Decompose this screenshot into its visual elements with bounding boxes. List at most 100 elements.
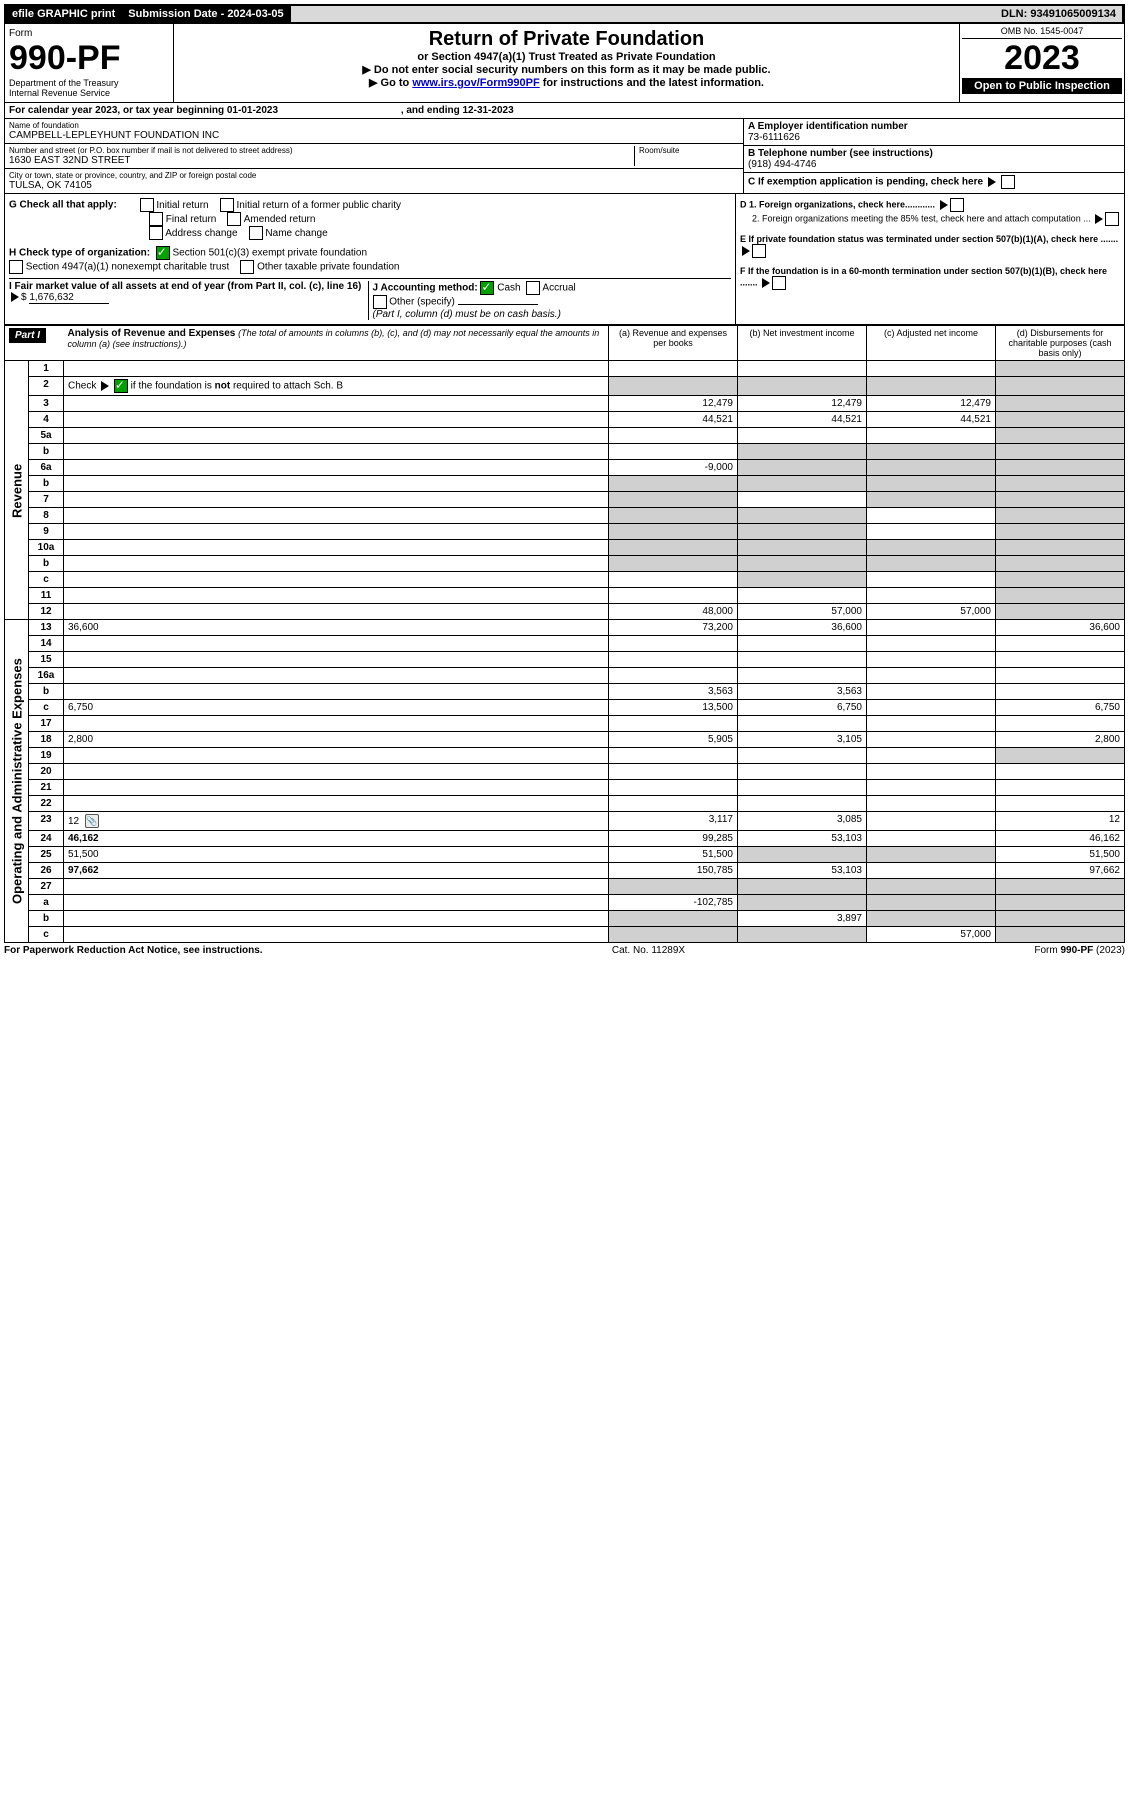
cell-c xyxy=(867,796,996,812)
g-former-checkbox[interactable] xyxy=(220,198,234,212)
line-desc xyxy=(64,604,609,620)
j-other: Other (specify) xyxy=(389,297,455,308)
j-other-checkbox[interactable] xyxy=(373,295,387,309)
table-row: 19 xyxy=(5,748,1125,764)
d2-row: 2. Foreign organizations meeting the 85%… xyxy=(740,212,1120,226)
cell-d xyxy=(996,716,1125,732)
efile-label: efile GRAPHIC print xyxy=(6,6,122,22)
j-block: J Accounting method: Cash Accrual Other … xyxy=(368,281,732,320)
table-row: 2Check if the foundation is not required… xyxy=(5,377,1125,396)
period-mid: , and ending xyxy=(401,105,463,116)
form-word: Form xyxy=(9,28,169,39)
revenue-side-label: Revenue xyxy=(5,361,29,620)
line-number: 14 xyxy=(29,636,64,652)
d2-checkbox[interactable] xyxy=(1105,212,1119,226)
f-row: F If the foundation is in a 60-month ter… xyxy=(740,266,1120,290)
table-row: b3,897 xyxy=(5,911,1125,927)
attachment-icon[interactable]: 📎 xyxy=(85,814,99,828)
c-checkbox[interactable] xyxy=(1001,175,1015,189)
dln: DLN: 93491065009134 xyxy=(995,6,1123,22)
cell-c xyxy=(867,716,996,732)
cell-c xyxy=(867,652,996,668)
g-name-checkbox[interactable] xyxy=(249,226,263,240)
cell-b xyxy=(738,556,867,572)
period-prefix: For calendar year 2023, or tax year begi… xyxy=(9,105,227,116)
line-desc xyxy=(64,927,609,943)
g-address-checkbox[interactable] xyxy=(149,226,163,240)
line-number: 2 xyxy=(29,377,64,396)
cell-b xyxy=(738,444,867,460)
cell-a xyxy=(609,476,738,492)
cell-c xyxy=(867,377,996,396)
room-label: Room/suite xyxy=(635,146,739,166)
cell-a xyxy=(609,716,738,732)
cell-c xyxy=(867,879,996,895)
j-cash-checkbox[interactable] xyxy=(480,281,494,295)
name-label: Name of foundation xyxy=(9,121,739,130)
irs-link[interactable]: www.irs.gov/Form990PF xyxy=(412,77,539,89)
g-opt-4: Amended return xyxy=(244,214,316,225)
h-501c3-checkbox[interactable] xyxy=(156,246,170,260)
cell-a xyxy=(609,668,738,684)
g-final-checkbox[interactable] xyxy=(149,212,163,226)
j-accrual: Accrual xyxy=(542,283,575,294)
e-checkbox[interactable] xyxy=(752,244,766,258)
col-c-header: (c) Adjusted net income xyxy=(867,326,996,361)
cell-b xyxy=(738,361,867,377)
cell-b xyxy=(738,524,867,540)
j-accrual-checkbox[interactable] xyxy=(526,281,540,295)
line-number: a xyxy=(29,895,64,911)
line-number: 11 xyxy=(29,588,64,604)
cell-d xyxy=(996,412,1125,428)
cell-a xyxy=(609,377,738,396)
d2-label: 2. Foreign organizations meeting the 85%… xyxy=(752,213,1091,223)
table-row: b xyxy=(5,444,1125,460)
table-row: 2312 📎3,1173,08512 xyxy=(5,812,1125,831)
line-number: 4 xyxy=(29,412,64,428)
table-row: Operating and Administrative Expenses133… xyxy=(5,620,1125,636)
cell-a xyxy=(609,796,738,812)
line-desc xyxy=(64,895,609,911)
d1-row: D 1. Foreign organizations, check here..… xyxy=(740,198,1120,212)
cell-c xyxy=(867,492,996,508)
h-4947-checkbox[interactable] xyxy=(9,260,23,274)
d1-checkbox[interactable] xyxy=(950,198,964,212)
schb-checkbox[interactable] xyxy=(114,379,128,393)
line-desc xyxy=(64,396,609,412)
cell-c xyxy=(867,524,996,540)
cell-c xyxy=(867,444,996,460)
cell-c xyxy=(867,620,996,636)
h-other-checkbox[interactable] xyxy=(240,260,254,274)
cell-a: 12,479 xyxy=(609,396,738,412)
cell-b: 3,105 xyxy=(738,732,867,748)
cell-a: 5,905 xyxy=(609,732,738,748)
table-row: 10a xyxy=(5,540,1125,556)
table-row: 9 xyxy=(5,524,1125,540)
part1-title: Analysis of Revenue and Expenses xyxy=(68,328,236,339)
cell-d xyxy=(996,668,1125,684)
form-note-2: ▶ Go to www.irs.gov/Form990PF for instru… xyxy=(178,76,955,89)
expenses-side-label: Operating and Administrative Expenses xyxy=(5,620,29,943)
table-row: 1248,00057,00057,000 xyxy=(5,604,1125,620)
f-checkbox[interactable] xyxy=(772,276,786,290)
table-row: b3,5633,563 xyxy=(5,684,1125,700)
cell-c: 44,521 xyxy=(867,412,996,428)
cell-c xyxy=(867,764,996,780)
line-number: 17 xyxy=(29,716,64,732)
line-number: 22 xyxy=(29,796,64,812)
i-block: I Fair market value of all assets at end… xyxy=(9,281,368,320)
f-label: F If the foundation is in a 60-month ter… xyxy=(740,266,1107,287)
cell-a xyxy=(609,540,738,556)
table-row: c xyxy=(5,572,1125,588)
line-number: c xyxy=(29,572,64,588)
g-initial-checkbox[interactable] xyxy=(140,198,154,212)
id-block: Name of foundation CAMPBELL-LEPLEYHUNT F… xyxy=(4,119,1125,194)
line-desc: 6,750 xyxy=(64,700,609,716)
g-amended-checkbox[interactable] xyxy=(227,212,241,226)
line-number: c xyxy=(29,700,64,716)
line-number: b xyxy=(29,444,64,460)
cell-d: 2,800 xyxy=(996,732,1125,748)
city-value: TULSA, OK 74105 xyxy=(9,180,739,191)
line-number: 10a xyxy=(29,540,64,556)
cell-a xyxy=(609,556,738,572)
